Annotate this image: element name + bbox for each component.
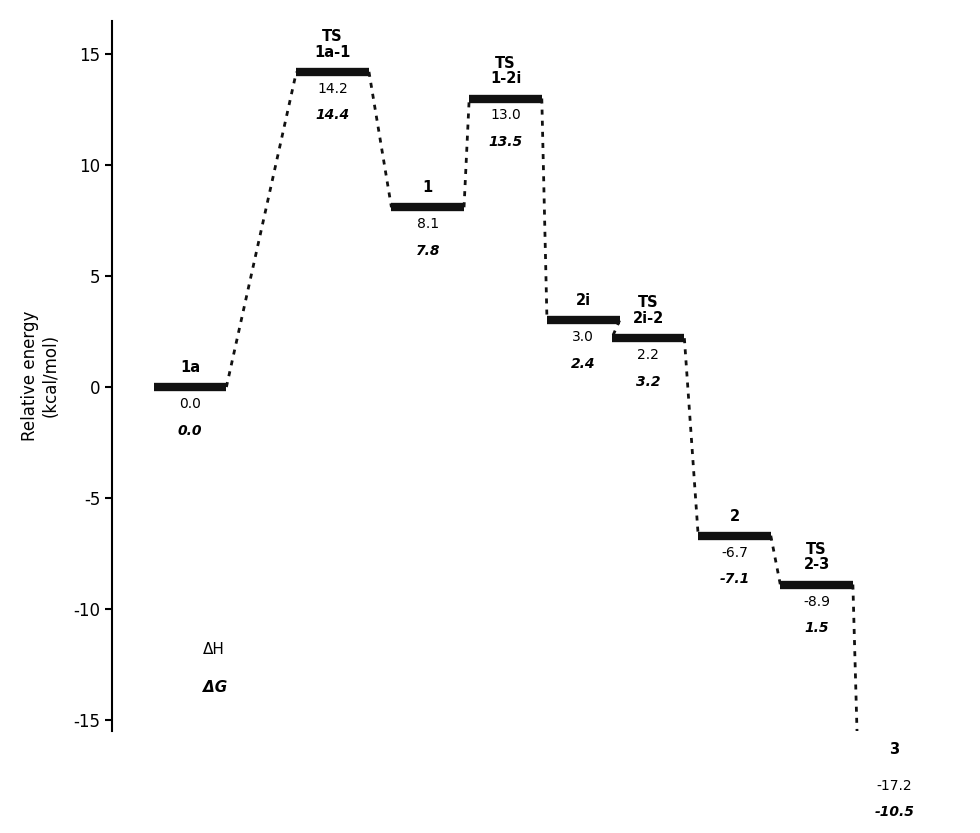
Text: 2i: 2i	[575, 293, 591, 308]
Text: -8.9: -8.9	[803, 595, 830, 609]
Y-axis label: Relative energy
(kcal/mol): Relative energy (kcal/mol)	[21, 311, 60, 441]
Text: TS
1a-1: TS 1a-1	[315, 29, 351, 60]
Text: TS
2-3: TS 2-3	[804, 541, 830, 572]
Text: 8.1: 8.1	[416, 217, 439, 232]
Text: 0.0: 0.0	[177, 424, 202, 437]
Text: -17.2: -17.2	[876, 779, 912, 793]
Text: 3: 3	[889, 741, 900, 756]
Text: 1: 1	[422, 180, 433, 195]
Text: 2.4: 2.4	[571, 357, 596, 371]
Text: 14.4: 14.4	[316, 108, 350, 122]
Text: TS
2i-2: TS 2i-2	[632, 296, 663, 326]
Text: -7.1: -7.1	[719, 572, 750, 586]
Text: 7.8: 7.8	[416, 244, 440, 258]
Text: ΔG: ΔG	[203, 680, 227, 695]
Text: 1a: 1a	[180, 360, 200, 375]
Text: 13.5: 13.5	[488, 135, 522, 149]
Text: 13.0: 13.0	[490, 108, 521, 122]
Text: 3.0: 3.0	[572, 331, 594, 344]
Text: 2.2: 2.2	[637, 348, 659, 362]
Text: TS
1-2i: TS 1-2i	[490, 56, 521, 87]
Text: -10.5: -10.5	[874, 806, 914, 820]
Text: 1.5: 1.5	[805, 621, 829, 635]
Text: 0.0: 0.0	[179, 397, 201, 411]
Text: ΔH: ΔH	[203, 642, 225, 657]
Text: 3.2: 3.2	[636, 375, 661, 389]
Text: 2: 2	[729, 508, 740, 523]
Text: 14.2: 14.2	[318, 82, 348, 96]
Text: -6.7: -6.7	[721, 546, 748, 560]
